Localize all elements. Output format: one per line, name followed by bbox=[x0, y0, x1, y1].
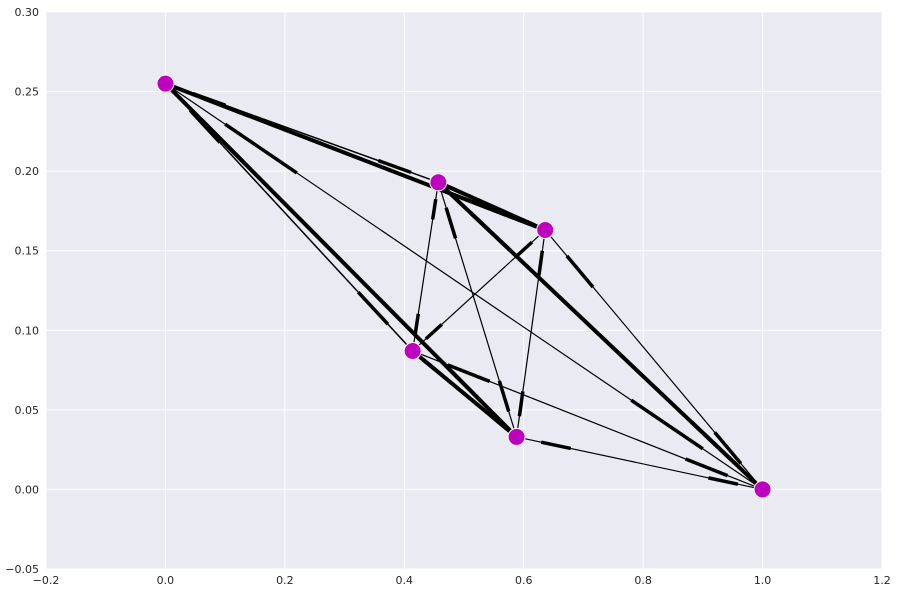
edge-arrow-mark bbox=[377, 158, 412, 175]
edge-arrow-mark bbox=[684, 457, 729, 478]
edge-arrow-mark bbox=[421, 358, 437, 372]
y-tick-label: −0.05 bbox=[5, 563, 39, 576]
edge-arrow-mark bbox=[444, 207, 458, 239]
node-point bbox=[403, 341, 422, 360]
edge-arrow-mark bbox=[514, 240, 534, 258]
y-tick-label: 0.00 bbox=[15, 483, 40, 496]
edge-arrow-mark bbox=[430, 198, 438, 220]
edge-arrow-mark bbox=[517, 391, 525, 417]
y-tick-label: 0.30 bbox=[15, 6, 40, 19]
edge-arrow-mark bbox=[540, 440, 572, 451]
x-tick-label: 1.0 bbox=[754, 574, 772, 587]
y-tick-label: 0.15 bbox=[15, 245, 40, 258]
edge-arrow-mark bbox=[689, 420, 732, 461]
edge-arrow-mark bbox=[520, 217, 536, 228]
y-tick-label: 0.20 bbox=[15, 165, 40, 178]
edge-arrow-mark bbox=[424, 323, 443, 341]
edge-arrow-mark bbox=[446, 363, 491, 384]
node-point bbox=[156, 74, 175, 93]
x-tick-label: 1.2 bbox=[873, 574, 891, 587]
x-tick-label: 0.2 bbox=[276, 574, 294, 587]
x-tick-labels: −0.2 0.0 0.2 0.4 0.6 0.8 1.0 1.2 bbox=[33, 574, 891, 587]
grid-lines bbox=[45, 11, 883, 570]
x-tick-label: 0.0 bbox=[157, 574, 175, 587]
y-tick-label: 0.25 bbox=[15, 86, 40, 99]
node-point bbox=[507, 427, 526, 446]
edge-arrow-mark bbox=[713, 431, 743, 465]
edge-arrow-mark bbox=[537, 250, 545, 276]
edge-arrow-mark bbox=[413, 313, 421, 335]
edge-arrow-mark bbox=[224, 122, 298, 175]
nodes bbox=[156, 74, 772, 499]
node-point bbox=[753, 480, 772, 499]
edges bbox=[164, 81, 764, 491]
edge-arrow-mark bbox=[460, 195, 508, 218]
x-tick-label: 0.4 bbox=[396, 574, 414, 587]
edge-arrow-mark bbox=[565, 254, 595, 289]
edge-arrow-mark bbox=[202, 96, 250, 118]
y-tick-label: 0.05 bbox=[15, 404, 40, 417]
edge-arrow-mark bbox=[630, 398, 704, 451]
x-tick-label: 0.6 bbox=[515, 574, 533, 587]
y-tick-labels: −0.05 0.00 0.05 0.10 0.15 0.20 0.25 0.30 bbox=[5, 6, 39, 576]
edge-arrow-mark bbox=[448, 185, 463, 195]
edge-arrow-mark bbox=[492, 416, 508, 430]
edge-arrow-mark bbox=[437, 357, 483, 403]
node-point bbox=[536, 221, 555, 240]
edge-arrow-mark bbox=[708, 476, 739, 486]
y-tick-label: 0.10 bbox=[15, 324, 40, 337]
edge-arrow-mark bbox=[469, 211, 512, 252]
x-tick-label: 0.8 bbox=[634, 574, 652, 587]
x-tick-label: −0.2 bbox=[33, 574, 60, 587]
node-point bbox=[429, 173, 448, 192]
edge-arrow-mark bbox=[356, 290, 390, 326]
edge-arrow-mark bbox=[199, 117, 245, 163]
